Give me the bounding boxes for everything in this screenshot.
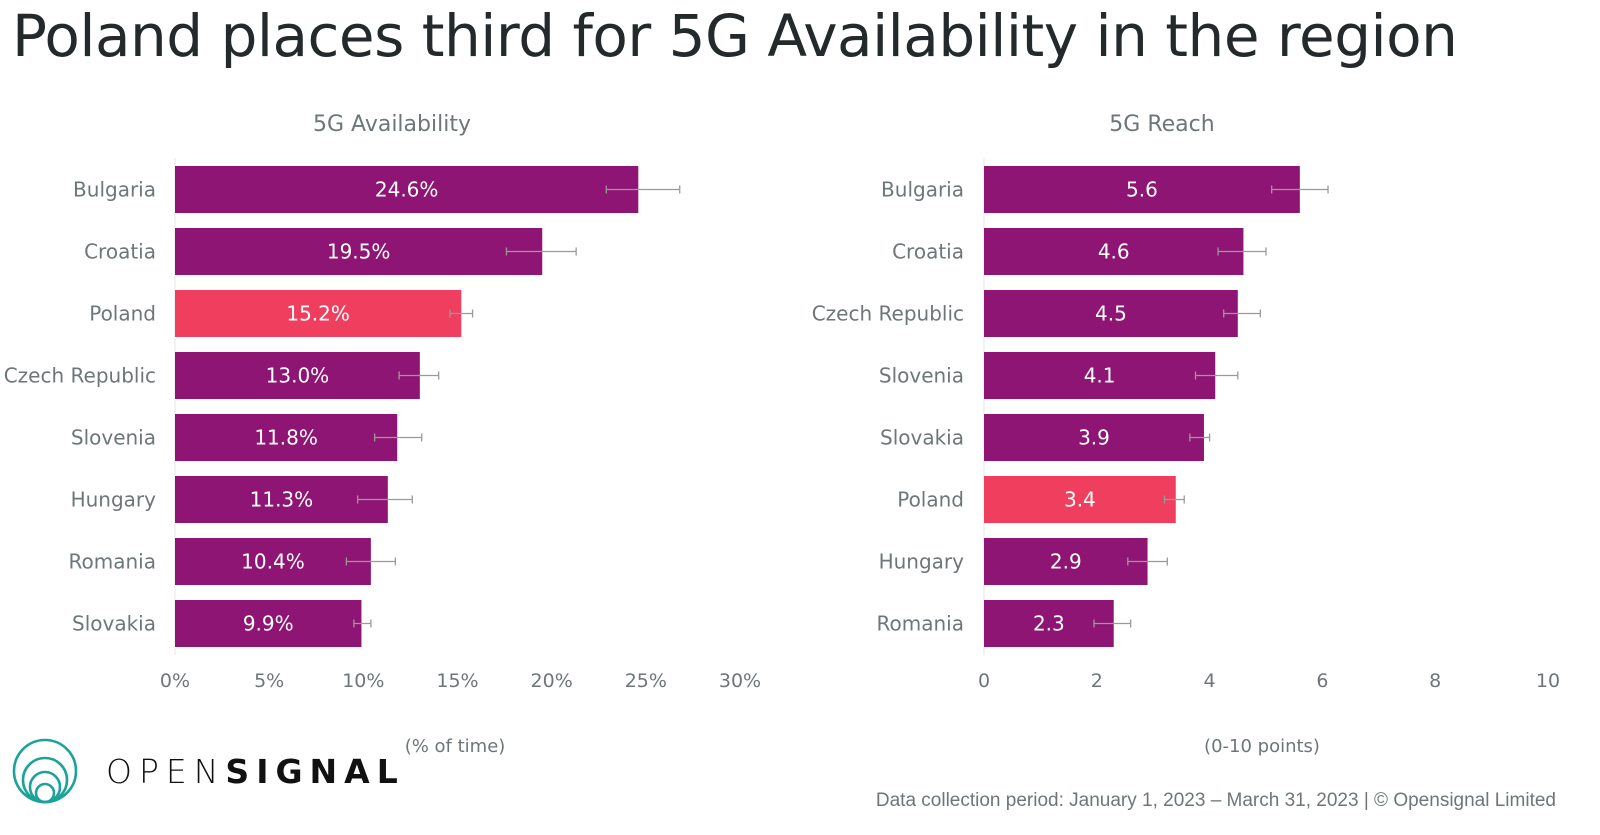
chart-2-x-tick-label: 0	[978, 670, 990, 692]
chart-1-title: 5G Availability	[313, 112, 471, 137]
chart-2-category-label: Hungary	[879, 550, 965, 574]
chart-1-value-label: 15.2%	[286, 302, 350, 326]
chart-2-x-tick-label: 6	[1316, 670, 1328, 692]
chart-1-value-label: 13.0%	[266, 364, 330, 388]
chart-1-bar	[175, 538, 371, 585]
chart-2-x-tick-label: 4	[1204, 670, 1216, 692]
logo-ring-4	[34, 782, 56, 804]
brand-name-bold: SIGNAL	[225, 752, 405, 791]
chart-1-category-label: Bulgaria	[73, 178, 156, 202]
chart-2-x-tick-label: 8	[1429, 670, 1441, 692]
chart-2-value-label: 2.9	[1050, 550, 1082, 574]
chart-1-category-label: Poland	[89, 302, 156, 326]
chart-2-value-label: 4.6	[1098, 240, 1130, 264]
chart-1-value-label: 10.4%	[241, 550, 305, 574]
chart-1-bar	[175, 290, 462, 337]
chart-1-value-label: 11.8%	[254, 426, 318, 450]
data-collection-footer: Data collection period: January 1, 2023 …	[875, 790, 1556, 811]
chart-2-category-label: Bulgaria	[881, 178, 964, 202]
chart-2-bar	[984, 538, 1148, 585]
chart-2-category-label: Croatia	[892, 240, 964, 264]
chart-1-value-label: 19.5%	[327, 240, 391, 264]
logo-ring-3	[28, 770, 62, 804]
chart-2-category-label: Czech Republic	[812, 302, 964, 326]
chart-2-category-label: Romania	[877, 612, 964, 636]
chart-1-value-label: 11.3%	[250, 488, 314, 512]
chart-1-category-label: Slovakia	[72, 612, 156, 636]
chart-2-category-label: Poland	[897, 488, 964, 512]
chart-1-x-tick-label: 15%	[436, 670, 478, 692]
chart-2-bar	[984, 228, 1244, 275]
chart-1-x-tick-label: 5%	[254, 670, 284, 692]
chart-1-value-label: 24.6%	[375, 178, 439, 202]
chart-1-category-label: Croatia	[84, 240, 156, 264]
chart-1-x-axis-label: (% of time)	[405, 736, 506, 757]
chart-2-bar	[984, 166, 1300, 213]
chart-1-category-label: Slovenia	[71, 426, 156, 450]
chart-1-value-label: 9.9%	[243, 612, 294, 636]
chart-1-category-label: Romania	[69, 550, 156, 574]
chart-2-value-label: 2.3	[1033, 612, 1065, 636]
chart-2-x-tick-label: 2	[1091, 670, 1103, 692]
chart-2-x-axis-label: (0-10 points)	[1204, 736, 1320, 757]
chart-1-bar	[175, 476, 388, 523]
chart-2-value-label: 4.5	[1095, 302, 1127, 326]
chart-2-bar	[984, 414, 1204, 461]
chart-2-x-tick-label: 10	[1536, 670, 1560, 692]
chart-1-bar	[175, 600, 362, 647]
chart-2-value-label: 3.9	[1078, 426, 1110, 450]
chart-1-x-tick-label: 25%	[625, 670, 667, 692]
chart-2-bar	[984, 290, 1238, 337]
chart-1-category-label: Hungary	[71, 488, 157, 512]
chart-2-category-label: Slovakia	[880, 426, 964, 450]
chart-1-x-tick-label: 30%	[719, 670, 761, 692]
logo-ring-2	[21, 756, 69, 804]
chart-1-category-label: Czech Republic	[4, 364, 156, 388]
chart-1-x-tick-label: 0%	[160, 670, 190, 692]
chart-1-x-tick-label: 20%	[531, 670, 573, 692]
chart-1-bar	[175, 166, 639, 213]
chart-2-title: 5G Reach	[1109, 112, 1214, 137]
chart-1-bar	[175, 228, 543, 275]
chart-2-category-label: Slovenia	[879, 364, 964, 388]
chart-1-x-tick-label: 10%	[342, 670, 384, 692]
page-title: Poland places third for 5G Availability …	[12, 2, 1458, 70]
chart-2-value-label: 3.4	[1064, 488, 1096, 512]
chart-1-bar	[175, 414, 398, 461]
brand-wordmark: OPENSIGNAL	[106, 752, 405, 791]
chart-2-value-label: 5.6	[1126, 178, 1158, 202]
brand-name-light: OPEN	[106, 752, 226, 791]
chart-2-bar	[984, 476, 1176, 523]
opensignal-logo-icon	[12, 738, 78, 804]
chart-2-bar	[984, 600, 1114, 647]
chart-2-bar	[984, 352, 1216, 399]
chart-2-value-label: 4.1	[1084, 364, 1116, 388]
chart-1-bar	[175, 352, 420, 399]
